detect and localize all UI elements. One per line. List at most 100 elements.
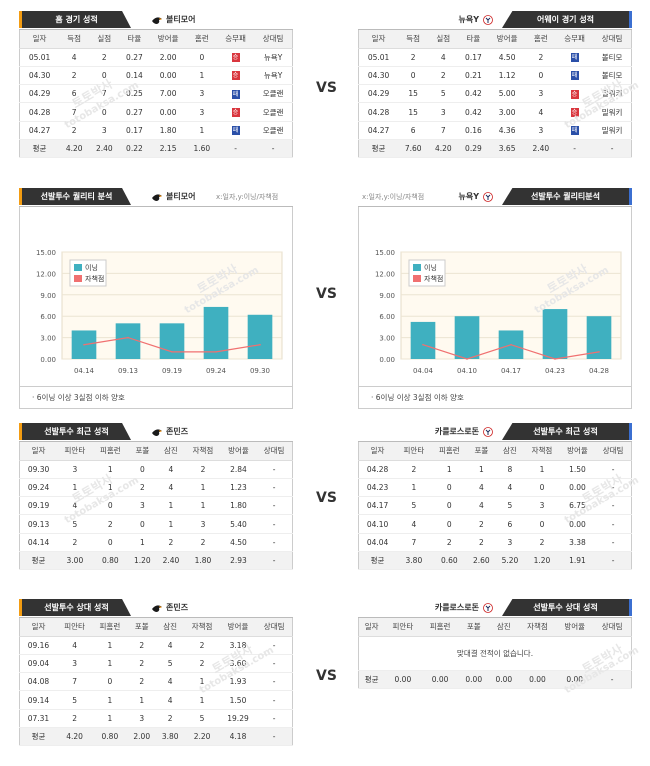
- average-cell: -: [595, 551, 632, 571]
- column-header: 포볼: [458, 618, 489, 637]
- quality-left-team-name: 볼티모어: [166, 192, 196, 201]
- table-cell: 6: [59, 84, 90, 104]
- table-cell: -: [256, 478, 293, 498]
- table-cell: 2.84: [220, 460, 257, 479]
- table-cell: 2: [185, 533, 221, 552]
- average-row: 평균 3.80 0.60 2.60 5.20 1.20 1.91-: [358, 551, 632, 571]
- orioles-logo-icon: [152, 604, 162, 612]
- table-cell: 1: [185, 496, 221, 516]
- y-tick-label: 3.00: [379, 335, 395, 343]
- column-header: 일자: [19, 442, 58, 461]
- table-cell: 2: [128, 478, 157, 498]
- table-row: 04.28 7 0 0.27 0.00 3 승 오클랜: [19, 102, 293, 122]
- table-cell: 0: [524, 514, 560, 534]
- table-cell: 07.31: [19, 709, 57, 728]
- y-tick-label: 3.00: [40, 335, 56, 343]
- table-cell: 1: [396, 478, 432, 498]
- column-header: 자책점: [184, 618, 220, 637]
- table-cell: 0: [186, 48, 217, 67]
- pitcher-vs-left-title: 선발투수 상대 성적: [19, 599, 131, 616]
- column-header: 상대팀: [256, 442, 293, 461]
- quality-left-header: 선발투수 퀄리티 분석 볼티모어 x:일자,y:이닝/자책점: [19, 185, 293, 207]
- table-cell: 오클랜: [254, 121, 293, 140]
- column-header: 자책점: [518, 618, 557, 637]
- table-cell: 오클랜: [254, 84, 293, 104]
- table-cell: 1: [184, 672, 220, 692]
- table-cell: 3.00: [488, 102, 526, 122]
- table-cell: 1: [92, 636, 128, 655]
- table-cell: 2.00: [149, 48, 187, 67]
- table-cell: 패: [216, 84, 255, 104]
- table-row: 04.30 2 0 0.14 0.00 1 승 뉴욕Y: [19, 66, 293, 86]
- table-cell: 패: [555, 48, 594, 67]
- column-header: 승무패: [216, 30, 255, 49]
- table-cell: 1: [92, 654, 128, 674]
- table-cell: 1: [92, 460, 129, 479]
- table-cell: 04.17: [358, 496, 397, 516]
- column-header: 피홈런: [92, 618, 128, 637]
- average-cell: 0.60: [431, 551, 468, 571]
- table-row: 04.27 2 3 0.17 1.80 1 패 오클랜: [19, 121, 293, 140]
- quality-right-note: · 6이닝 이상 3실점 이하 양호: [358, 387, 632, 409]
- quality-right-chart-svg: 15.00 12.00 9.00 6.00 3.00 0.00 04.04 04.10 04.1…: [375, 249, 622, 375]
- table-cell: -: [256, 460, 293, 479]
- pitcher-vs-left-name: 존민즈: [166, 603, 189, 612]
- result-badge: 패: [570, 126, 579, 136]
- away-team-name: 뉴욕Y: [458, 15, 479, 24]
- column-header: 실점: [89, 30, 120, 49]
- column-header: 피홈런: [421, 618, 459, 637]
- column-header: 방어율: [149, 30, 187, 49]
- point-earned-runs: [171, 351, 173, 353]
- point-earned-runs: [127, 336, 129, 339]
- column-header: 방어율: [559, 442, 596, 461]
- table-cell: 0: [524, 478, 560, 498]
- table-cell: 1: [92, 478, 129, 498]
- table-cell: 2: [127, 636, 156, 655]
- average-cell: 3.80: [155, 727, 185, 747]
- quality-right-chart: 15.00 12.00 9.00 6.00 3.00 0.00 04.04 04.10 04.1…: [358, 207, 632, 387]
- bar-innings: [454, 316, 480, 359]
- table-cell: 09.04: [19, 654, 57, 674]
- pitcher-recent-right-panel: 카를로스로돈 선발투수 최근 성적 일자 피안타 피홈런 포볼 삼진 자책점 방어율 상대팀 0…: [358, 420, 632, 571]
- table-cell: 4: [156, 478, 186, 498]
- table-cell: 2: [57, 533, 93, 552]
- average-row: 평균 3.00 0.80 1.20 2.40 1.80 2.93-: [19, 551, 293, 571]
- average-cell: 2.40: [89, 139, 120, 159]
- average-cell: -: [593, 139, 632, 159]
- table-cell: 4.50: [488, 48, 526, 67]
- quality-left-title: 선발투수 퀄리티 분석: [19, 188, 131, 205]
- table-cell: 5: [184, 709, 220, 728]
- table-row: 04.29 6 7 0.25 7.00 3 패 오클랜: [19, 84, 293, 104]
- table-cell: 4: [57, 496, 93, 516]
- table-cell: 0.00: [149, 66, 187, 86]
- y-tick-label: 0.00: [40, 356, 56, 364]
- table-row: 04.04 7 2 2 3 2 3.38-: [358, 533, 632, 552]
- table-cell: 3: [89, 121, 120, 140]
- table-cell: 1: [431, 460, 468, 479]
- column-header: 피안타: [384, 618, 422, 637]
- average-cell: -: [256, 551, 293, 571]
- table-cell: 4.50: [220, 533, 257, 552]
- column-header: 일자: [19, 618, 57, 637]
- column-header: 피안타: [396, 442, 432, 461]
- average-cell: 0.00: [458, 670, 489, 689]
- pitcher-vs-left-header: 선발투수 상대 성적 존민즈: [19, 596, 293, 618]
- average-cell: 4.20: [56, 727, 93, 747]
- table-cell: 1: [186, 121, 217, 140]
- column-header: 타율: [119, 30, 150, 49]
- average-cell: 0.00: [556, 670, 594, 689]
- table-cell: 04.10: [358, 514, 397, 534]
- x-tick-label: 04.23: [545, 367, 565, 375]
- table-cell: 승: [555, 84, 594, 104]
- table-cell: 3: [127, 709, 156, 728]
- average-cell: 4.20: [59, 139, 90, 159]
- table-cell: 1: [128, 533, 157, 552]
- table-cell: 밀워키: [593, 84, 632, 104]
- table-cell: 2: [185, 460, 221, 479]
- column-header: 득점: [59, 30, 90, 49]
- table-cell: 볼티모: [593, 66, 632, 86]
- table-cell: 3: [186, 84, 217, 104]
- table-cell: 1: [92, 690, 128, 710]
- yankees-logo-icon: [483, 14, 493, 25]
- table-cell: 0.21: [458, 66, 489, 86]
